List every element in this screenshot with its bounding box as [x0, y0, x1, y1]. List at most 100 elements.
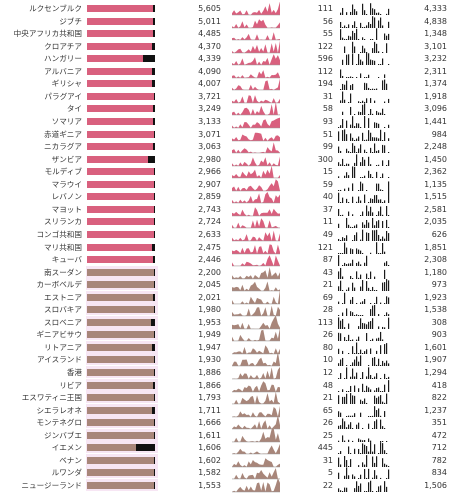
sparkline-bar: [344, 262, 346, 266]
value-bar: [87, 381, 155, 389]
value-bar: [87, 180, 155, 188]
sparkline-bar: [352, 259, 354, 266]
sparkline-bar: [344, 99, 346, 103]
sparkline-bar: [340, 280, 342, 292]
value-c: 351: [431, 418, 447, 428]
sparkline-bar: [364, 439, 366, 442]
sparkline-bar: [372, 378, 374, 379]
value-bar: [87, 30, 155, 38]
bar-fill: [87, 343, 153, 351]
sparkline-bar: [362, 183, 364, 191]
value-a: 1,930: [198, 355, 221, 365]
table-row: ニカラグア 3,063 99 2,248: [0, 139, 460, 155]
sparkline-bar: [366, 273, 368, 279]
spike-sparkline: [338, 205, 390, 216]
sparkline-bar: [378, 50, 380, 53]
sparkline-bar: [360, 318, 362, 329]
spike-sparkline: [338, 435, 388, 442]
sparkline-bar: [360, 177, 362, 179]
sparkline-bar: [354, 476, 356, 480]
sparkline-bar: [370, 442, 372, 455]
sparkline-bar: [386, 42, 388, 53]
sparkline-bar: [374, 41, 376, 53]
table-row: 中央アフリカ共和国 4,485 55 1,348: [0, 26, 460, 42]
bar-fill: [87, 281, 155, 289]
sparkline-bar: [356, 481, 358, 492]
sparkline-bar: [348, 76, 350, 78]
sparkline-bar: [346, 289, 348, 292]
sparkline-bar: [358, 387, 360, 392]
sparkline-area: [232, 391, 280, 405]
sparkline-bar: [356, 356, 358, 367]
sparkline-bar: [348, 323, 350, 329]
country-name: ソマリア: [51, 117, 82, 126]
sparkline-bar: [358, 135, 360, 141]
value-c: 1,135: [424, 179, 447, 189]
country-name: ジンバブエ: [44, 430, 82, 440]
sparkline-bar: [356, 262, 358, 266]
sparkline-bar: [370, 59, 372, 66]
sparkline-bar: [386, 13, 388, 15]
sparkline-area: [232, 207, 280, 216]
country-name: スロベニア: [44, 317, 82, 327]
spike-sparkline: [338, 153, 390, 166]
sparkline-bar: [388, 376, 390, 379]
bar-fill: [87, 193, 154, 201]
table-row: クロアチア 4,370 122 3,101: [0, 39, 460, 55]
sparkline-bar: [372, 199, 374, 204]
sparkline-bar: [342, 26, 344, 28]
sparkline-area: [232, 69, 280, 78]
sparkline-bar: [358, 485, 360, 492]
sparkline-bar: [350, 152, 352, 154]
sparkline-bar: [388, 227, 390, 229]
trend-sparkline: [232, 178, 280, 191]
value-c: 472: [431, 430, 447, 440]
sparkline-bar: [360, 349, 362, 354]
sparkline-bar: [346, 26, 348, 28]
sparkline-area: [232, 18, 280, 28]
sparkline-bar: [378, 234, 380, 241]
country-name: マリ共和国: [44, 242, 82, 252]
sparkline-bar: [344, 39, 346, 41]
bar-fill: [87, 394, 155, 402]
value-a: 2,446: [198, 255, 221, 264]
sparkline-bar: [340, 451, 342, 455]
value-bar: [87, 230, 155, 238]
sparkline-bar: [366, 51, 368, 53]
spike-sparkline: [338, 166, 390, 179]
sparkline-area: [232, 328, 280, 342]
bar-fill: [87, 67, 153, 75]
bar-tail: [151, 80, 155, 88]
sparkline-bar: [352, 368, 354, 379]
value-bar: [87, 80, 155, 88]
sparkline-bar: [366, 349, 368, 354]
sparkline-bar: [352, 41, 354, 53]
sparkline-bar: [346, 308, 348, 317]
value-bar: [87, 130, 155, 138]
sparkline-bar: [346, 264, 348, 266]
sparkline-bar: [374, 225, 376, 229]
sparkline-bar: [340, 151, 342, 154]
bar-fill: [87, 268, 154, 276]
spike-sparkline: [338, 355, 390, 367]
sparkline-bar: [388, 159, 390, 166]
value-b: 112: [317, 66, 333, 76]
sparkline-bar: [376, 456, 378, 467]
sparkline-bar: [340, 100, 342, 103]
table-row: エストニア 2,021 69 1,923: [0, 290, 460, 306]
sparkline-bar: [356, 342, 358, 354]
sparkline-bar: [340, 21, 342, 28]
trend-sparkline: [232, 345, 280, 355]
country-name: スリランカ: [44, 217, 82, 227]
bar-fill: [87, 306, 155, 314]
sparkline-bar: [358, 112, 360, 116]
value-a: 2,980: [198, 154, 221, 164]
sparkline-area: [232, 266, 280, 279]
sparkline-bar: [346, 390, 348, 392]
sparkline-bar: [368, 438, 370, 442]
sparkline-bar: [374, 395, 376, 405]
sparkline-bar: [362, 322, 364, 329]
value-a: 2,743: [198, 204, 221, 214]
value-bar: [87, 118, 155, 125]
sparkline-bar: [388, 280, 390, 292]
